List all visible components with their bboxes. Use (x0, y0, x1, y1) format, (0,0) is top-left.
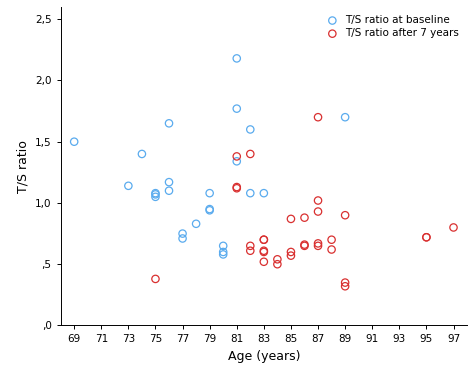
T/S ratio at baseline (233, 106, 240, 112)
T/S ratio at baseline (179, 236, 186, 242)
T/S ratio after 7 years (301, 242, 308, 248)
T/S ratio at baseline (192, 221, 200, 227)
T/S ratio after 7 years (260, 248, 268, 254)
Legend: T/S ratio at baseline, T/S ratio after 7 years: T/S ratio at baseline, T/S ratio after 7… (319, 12, 462, 41)
T/S ratio after 7 years (314, 114, 322, 120)
T/S ratio after 7 years (301, 243, 308, 249)
T/S ratio after 7 years (341, 280, 349, 286)
T/S ratio after 7 years (260, 249, 268, 255)
T/S ratio at baseline (165, 188, 173, 194)
T/S ratio at baseline (219, 249, 227, 255)
T/S ratio after 7 years (233, 184, 240, 190)
T/S ratio after 7 years (246, 243, 254, 249)
T/S ratio after 7 years (273, 256, 281, 262)
T/S ratio at baseline (125, 183, 132, 189)
T/S ratio at baseline (233, 158, 240, 164)
T/S ratio after 7 years (423, 234, 430, 240)
T/S ratio after 7 years (246, 248, 254, 254)
T/S ratio after 7 years (328, 237, 336, 243)
T/S ratio at baseline (152, 191, 159, 197)
T/S ratio after 7 years (314, 198, 322, 204)
T/S ratio after 7 years (246, 151, 254, 157)
T/S ratio after 7 years (450, 225, 457, 231)
T/S ratio at baseline (179, 231, 186, 236)
T/S ratio at baseline (152, 190, 159, 196)
T/S ratio after 7 years (260, 237, 268, 243)
T/S ratio at baseline (219, 243, 227, 249)
T/S ratio at baseline (206, 207, 213, 213)
T/S ratio at baseline (138, 151, 146, 157)
T/S ratio at baseline (70, 139, 78, 145)
T/S ratio at baseline (233, 56, 240, 61)
T/S ratio at baseline (219, 252, 227, 258)
T/S ratio after 7 years (273, 261, 281, 267)
T/S ratio at baseline (165, 179, 173, 185)
T/S ratio at baseline (206, 206, 213, 212)
T/S ratio at baseline (206, 190, 213, 196)
T/S ratio after 7 years (341, 212, 349, 218)
T/S ratio after 7 years (341, 283, 349, 289)
T/S ratio after 7 years (328, 246, 336, 252)
T/S ratio after 7 years (314, 243, 322, 249)
T/S ratio after 7 years (233, 185, 240, 191)
T/S ratio at baseline (152, 194, 159, 200)
T/S ratio after 7 years (423, 234, 430, 240)
T/S ratio after 7 years (287, 216, 295, 222)
T/S ratio after 7 years (152, 276, 159, 282)
T/S ratio after 7 years (314, 240, 322, 246)
T/S ratio after 7 years (314, 209, 322, 215)
T/S ratio at baseline (246, 127, 254, 132)
T/S ratio after 7 years (260, 259, 268, 265)
X-axis label: Age (years): Age (years) (228, 350, 300, 363)
T/S ratio at baseline (165, 120, 173, 126)
T/S ratio after 7 years (260, 237, 268, 243)
T/S ratio at baseline (260, 190, 268, 196)
Y-axis label: T/S ratio: T/S ratio (17, 140, 29, 193)
T/S ratio after 7 years (233, 154, 240, 159)
T/S ratio after 7 years (301, 215, 308, 221)
T/S ratio after 7 years (287, 253, 295, 259)
T/S ratio at baseline (341, 114, 349, 120)
T/S ratio at baseline (246, 190, 254, 196)
T/S ratio after 7 years (287, 249, 295, 255)
